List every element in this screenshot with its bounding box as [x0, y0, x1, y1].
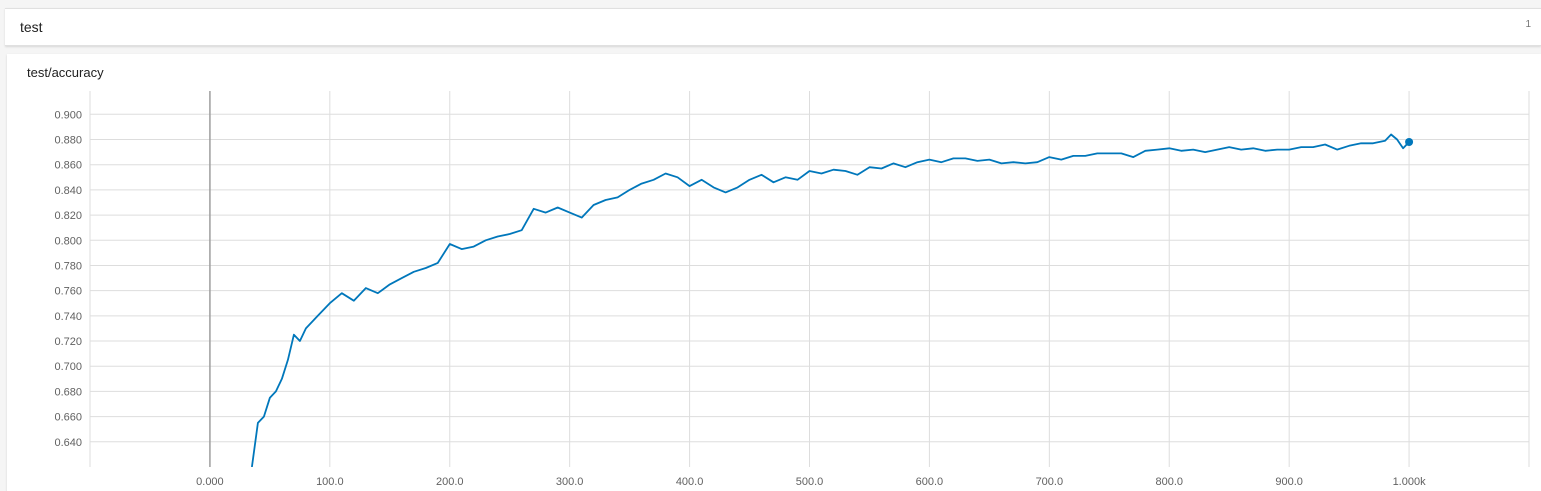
x-tick-label: 1.000k	[1393, 476, 1427, 488]
chart-title: test/accuracy	[27, 65, 104, 80]
x-tick-label: 900.0	[1275, 476, 1303, 488]
y-tick-label: 0.820	[54, 210, 82, 222]
top-strip	[0, 0, 1541, 8]
y-tick-labels: 0.640 0.660 0.680 0.700 0.720 0.740 0.760 0.780…	[54, 109, 82, 449]
group-title: test	[20, 19, 43, 35]
x-tick-label: 400.0	[676, 476, 704, 488]
y-tick-label: 0.680	[54, 386, 82, 398]
accuracy-chart[interactable]: 0.640 0.660 0.680 0.700 0.720 0.740 0.760 0.780…	[7, 54, 1541, 491]
x-tick-label: 200.0	[436, 476, 464, 488]
y-tick-label: 0.900	[54, 109, 82, 121]
x-tick-label: 600.0	[916, 476, 944, 488]
y-tick-label: 0.640	[54, 437, 82, 449]
y-tick-label: 0.780	[54, 260, 82, 272]
series-line	[251, 133, 1410, 467]
y-tick-label: 0.700	[54, 361, 82, 373]
run-group-header[interactable]: test 1	[5, 8, 1541, 46]
y-tick-label: 0.840	[54, 185, 82, 197]
x-tick-labels: 0.000 100.0 200.0 300.0 400.0 500.0 600.0 700.0…	[196, 476, 1426, 488]
group-count: 1	[1525, 19, 1531, 30]
series-layer	[251, 133, 1414, 467]
x-tick-label: 500.0	[796, 476, 824, 488]
y-tick-label: 0.720	[54, 336, 82, 348]
x-grid	[89, 91, 1530, 467]
y-tick-label: 0.880	[54, 134, 82, 146]
x-tick-label: 800.0	[1155, 476, 1183, 488]
y-tick-label: 0.860	[54, 160, 82, 172]
x-tick-label: 100.0	[316, 476, 344, 488]
x-tick-label: 300.0	[556, 476, 584, 488]
y-tick-label: 0.760	[54, 286, 82, 298]
y-tick-label: 0.660	[54, 412, 82, 424]
scalar-chart-card: test/accuracy 0.640 0.660 0.680 0.700 0.720 0…	[7, 54, 1541, 491]
y-grid	[90, 113, 1529, 443]
y-tick-label: 0.740	[54, 311, 82, 323]
last-point-marker	[1405, 138, 1414, 147]
y-tick-label: 0.800	[54, 235, 82, 247]
x-tick-label: 0.000	[196, 476, 224, 488]
x-tick-label: 700.0	[1036, 476, 1064, 488]
